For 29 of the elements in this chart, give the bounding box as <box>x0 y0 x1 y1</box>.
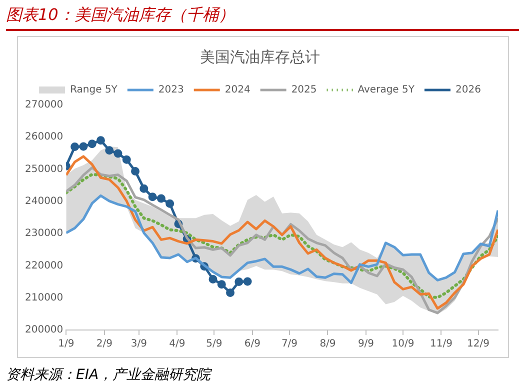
x-tick-label: 6/9 <box>244 338 261 350</box>
x-tick-label: 2/9 <box>96 338 112 350</box>
y-tick-label: 230000 <box>24 228 64 240</box>
y-tick-label: 260000 <box>24 132 64 143</box>
legend-label: Average 5Y <box>358 84 416 96</box>
y-tick-label: 200000 <box>24 324 64 336</box>
x-tick-label: 12/9 <box>467 338 490 350</box>
y-tick-label: 210000 <box>24 292 64 304</box>
y-tick-label: 270000 <box>24 100 64 111</box>
y-tick-label: 220000 <box>24 260 64 272</box>
y-tick-label: 250000 <box>24 164 64 175</box>
legend-label: 2024 <box>224 84 250 96</box>
x-tick-label: 5/9 <box>206 338 222 350</box>
legend-label: 2023 <box>158 84 184 96</box>
x-tick-label: 11/9 <box>430 338 452 350</box>
legend-label: Range 5Y <box>70 84 118 96</box>
x-tick-label: 4/9 <box>169 338 186 350</box>
x-tick-label: 9/9 <box>358 338 374 350</box>
x-tick-label: 1/9 <box>58 338 74 350</box>
legend-label: 2025 <box>291 84 317 96</box>
y-tick-label: 240000 <box>24 196 64 208</box>
legend-label: 2026 <box>455 84 481 96</box>
chart-title: 图表10：美国汽油库存（千桶） <box>6 3 519 31</box>
x-tick-label: 7/9 <box>281 338 298 350</box>
text: 资料来源：EIA，产业金融研究院 <box>6 366 211 384</box>
chart-subtitle: 美国汽油库存总计 <box>200 48 320 66</box>
x-tick-label: 8/9 <box>320 338 336 350</box>
x-tick-label: 10/9 <box>392 338 414 350</box>
x-tick-label: 3/9 <box>130 338 148 350</box>
